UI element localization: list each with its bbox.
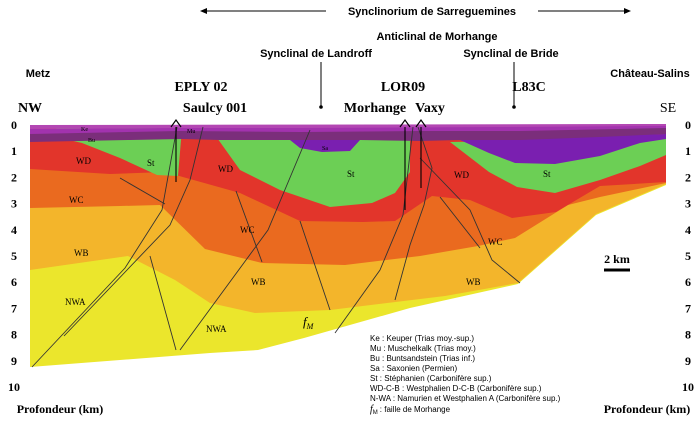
- depth-axis-left: 0 1 2 3 4 5 6 7 8 9 10: [8, 118, 20, 394]
- label-wc-right: WC: [488, 237, 503, 247]
- depth-tick-left-2: 2: [11, 170, 17, 184]
- legend: Ke : Keuper (Trias moy.-sup.) Mu : Musch…: [370, 334, 561, 416]
- depth-tick-right-9: 9: [685, 354, 691, 368]
- depth-axis-right: 0 1 2 3 4 5 6 7 8 9 10: [682, 118, 694, 394]
- label-mu: Mu: [187, 129, 195, 135]
- depth-tick-left-0: 0: [11, 118, 17, 132]
- depth-tick-left-8: 8: [11, 328, 17, 342]
- depth-tick-left-1: 1: [11, 144, 17, 158]
- well-morhange: Morhange: [344, 101, 406, 116]
- label-sa: Sa: [322, 146, 328, 152]
- legend-item-wdcb: WD-C-B : Westphalien D-C-B (Carbonifère …: [370, 384, 542, 393]
- depth-tick-right-0: 0: [685, 118, 691, 132]
- depth-tick-right-4: 4: [685, 223, 691, 237]
- depth-tick-right-10: 10: [682, 380, 694, 394]
- legend-item-st: St : Stéphanien (Carbonifère sup.): [370, 374, 492, 383]
- synclinorium-arrow: [200, 8, 631, 14]
- depth-tick-right-1: 1: [685, 144, 691, 158]
- label-st-middle: St: [347, 169, 355, 179]
- se-label: SE: [660, 101, 676, 116]
- well-saulcy001: Saulcy 001: [183, 101, 247, 116]
- label-nwa-left: NWA: [65, 297, 86, 307]
- depth-axis-label-left: Profondeur (km): [17, 402, 104, 416]
- well-eply02: EPLY 02: [174, 80, 227, 95]
- label-wc-left: WC: [69, 195, 84, 205]
- legend-item-nwa: N-WA : Namurien et Westphalien A (Carbon…: [370, 394, 561, 403]
- chateau-salins-label: Château-Salins: [610, 68, 689, 80]
- legend-item-bu: Bu : Buntsandstein (Trias inf.): [370, 354, 475, 363]
- depth-tick-left-5: 5: [11, 249, 17, 263]
- label-wd-left: WD: [76, 156, 91, 166]
- label-st-right: St: [543, 169, 551, 179]
- depth-tick-right-2: 2: [685, 170, 691, 184]
- label-ke: Ke: [81, 127, 88, 133]
- unit-sa-middle-area: [290, 140, 360, 152]
- legend-item-sa: Sa : Saxonien (Permien): [370, 364, 457, 373]
- label-wb-middle: WB: [251, 277, 266, 287]
- depth-tick-right-5: 5: [685, 249, 691, 263]
- metz-label: Metz: [26, 68, 51, 80]
- legend-item-mu: Mu : Muschelkalk (Trias moy.): [370, 344, 476, 353]
- label-wd-middle: WD: [218, 164, 233, 174]
- syncline-bride-label: Synclinal de Bride: [463, 48, 558, 60]
- scale-bar-label: 2 km: [604, 252, 630, 266]
- unit-st-middle-area: [210, 128, 410, 207]
- legend-item-ke: Ke : Keuper (Trias moy.-sup.): [370, 334, 474, 343]
- label-wb-right: WB: [466, 277, 481, 287]
- depth-tick-right-6: 6: [685, 275, 691, 289]
- fault-fm-label: fM: [303, 314, 315, 331]
- nw-label: NW: [18, 101, 42, 116]
- depth-tick-left-7: 7: [11, 301, 17, 315]
- label-wb-left: WB: [74, 248, 89, 258]
- well-lines: [175, 127, 422, 210]
- label-st-left: St: [147, 158, 155, 168]
- depth-tick-right-3: 3: [685, 197, 691, 211]
- depth-axis-label-right: Profondeur (km): [604, 402, 691, 416]
- depth-tick-left-9: 9: [11, 354, 17, 368]
- syncline-landroff-label: Synclinal de Landroff: [260, 48, 372, 60]
- well-l83c: L83C: [512, 80, 545, 95]
- depth-tick-right-7: 7: [685, 301, 691, 315]
- synclinorium-label: Synclinorium de Sarreguemines: [348, 6, 516, 18]
- anticlinal-label: Anticlinal de Morhange: [376, 31, 497, 43]
- depth-tick-left-10: 10: [8, 380, 20, 394]
- label-wd-right: WD: [454, 170, 469, 180]
- legend-item-fault: fM: faille de Morhange: [370, 404, 451, 416]
- label-wc-middle: WC: [240, 225, 255, 235]
- well-vaxy: Vaxy: [415, 101, 445, 116]
- depth-tick-left-4: 4: [11, 223, 17, 237]
- depth-tick-left-6: 6: [11, 275, 17, 289]
- well-head-markers: [170, 118, 427, 128]
- label-nwa-middle: NWA: [206, 324, 227, 334]
- label-bu: Bu: [88, 138, 95, 144]
- unit-ke-area: [30, 124, 666, 129]
- well-lor09: LOR09: [381, 80, 425, 95]
- depth-tick-left-3: 3: [11, 197, 17, 211]
- unit-sa-area: [460, 134, 666, 164]
- geology-layers: [30, 124, 666, 367]
- depth-tick-right-8: 8: [685, 328, 691, 342]
- fault-lines: [31, 126, 521, 368]
